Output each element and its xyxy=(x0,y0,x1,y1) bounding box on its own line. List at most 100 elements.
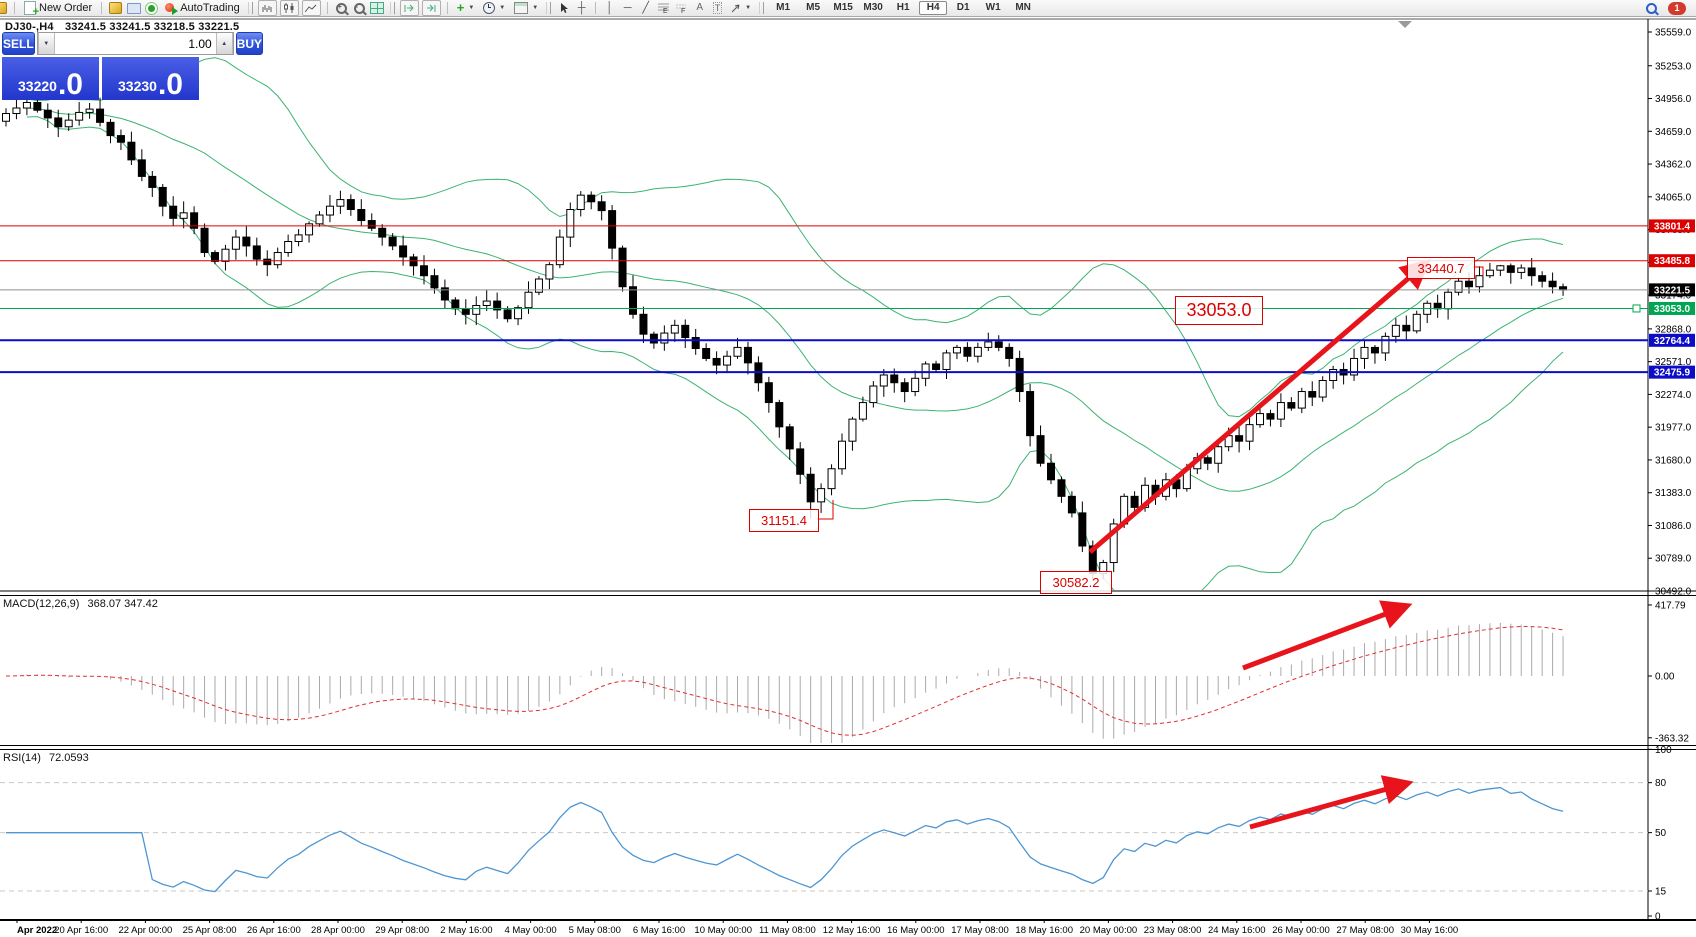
zoom-in-icon[interactable]: + xyxy=(334,1,349,15)
deposit-icon[interactable] xyxy=(108,1,123,15)
rsi-name: RSI(14) xyxy=(3,752,41,764)
svg-text:25 Apr 08:00: 25 Apr 08:00 xyxy=(183,925,237,936)
svg-text:33053.0: 33053.0 xyxy=(1654,304,1691,315)
chart-shift-icon[interactable] xyxy=(421,0,441,16)
svg-text:6 May 16:00: 6 May 16:00 xyxy=(633,925,685,936)
tile-windows-icon[interactable] xyxy=(370,1,385,15)
timeframe-button-D1[interactable]: D1 xyxy=(956,2,970,13)
new-order-button[interactable]: + New Order xyxy=(21,1,95,18)
svg-text:23 May 08:00: 23 May 08:00 xyxy=(1144,925,1202,936)
svg-text:15: 15 xyxy=(1655,886,1667,897)
svg-text:26 May 00:00: 26 May 00:00 xyxy=(1272,925,1330,936)
price-annotation-33053[interactable]: 33053.0 xyxy=(1175,296,1263,325)
timeframe-button-M30[interactable]: M30 xyxy=(863,2,883,13)
svg-text:30789.0: 30789.0 xyxy=(1655,554,1692,565)
svg-text:100: 100 xyxy=(1655,745,1672,756)
svg-text:11 May 08:00: 11 May 08:00 xyxy=(759,925,816,936)
timeframe-button-H4[interactable]: H4 xyxy=(919,1,948,15)
svg-text:30492.0: 30492.0 xyxy=(1655,587,1692,598)
trendline-icon[interactable]: ╱ xyxy=(642,2,649,14)
toolbar-grip xyxy=(247,2,253,14)
text-label-icon[interactable]: T xyxy=(712,2,723,14)
macd-label: MACD(12,26,9) 368.07 347.42 xyxy=(3,598,158,610)
svg-text:32571.0: 32571.0 xyxy=(1655,357,1692,368)
timeframe-button-MN[interactable]: MN xyxy=(1015,2,1031,13)
price-annotation-33440[interactable]: 33440.7 xyxy=(1407,257,1475,279)
price-annotation-31151[interactable]: 31151.4 xyxy=(749,509,819,532)
macd-values: 368.07 347.42 xyxy=(87,598,158,610)
price-annotation-30582[interactable]: 30582.2 xyxy=(1040,571,1112,594)
svg-text:16 May 00:00: 16 May 00:00 xyxy=(887,925,945,936)
arrows-tool-button[interactable]: ▼ xyxy=(728,1,754,16)
autotrading-button[interactable]: AutoTrading xyxy=(162,1,243,16)
svg-text:33221.5: 33221.5 xyxy=(1654,285,1691,296)
templates-button[interactable]: ▼ xyxy=(511,1,541,16)
toolbar-separator xyxy=(595,2,597,14)
svg-text:34362.0: 34362.0 xyxy=(1655,160,1692,171)
volume-increase-button[interactable]: ▲ xyxy=(215,33,233,54)
search-icon[interactable] xyxy=(1644,1,1659,15)
svg-text:34659.0: 34659.0 xyxy=(1655,127,1692,138)
annotation-text: 30582.2 xyxy=(1052,575,1100,590)
fibonacci-icon[interactable]: E xyxy=(656,1,671,15)
svg-text:0.00: 0.00 xyxy=(1655,672,1675,683)
signals-icon[interactable] xyxy=(144,1,159,15)
symbol-period: DJ30-,H4 xyxy=(5,21,54,33)
vertical-line-icon[interactable]: │ xyxy=(606,2,614,14)
svg-text:34956.0: 34956.0 xyxy=(1655,94,1692,105)
timeframe-button-W1[interactable]: W1 xyxy=(985,2,1001,13)
svg-text:0: 0 xyxy=(1655,912,1661,923)
annotation-text: 31151.4 xyxy=(760,513,808,528)
crosshair-icon[interactable]: ┼ xyxy=(577,2,586,14)
timeframe-button-M1[interactable]: M1 xyxy=(776,2,791,13)
svg-text:35559.0: 35559.0 xyxy=(1655,28,1692,39)
svg-text:5 May 08:00: 5 May 08:00 xyxy=(569,925,621,936)
timeframe-button-M5[interactable]: M5 xyxy=(806,2,821,13)
horizontal-line-icon[interactable]: ─ xyxy=(623,2,632,14)
line-chart-icon[interactable] xyxy=(301,0,321,16)
zoom-out-icon[interactable]: - xyxy=(352,1,367,15)
rsi-value: 72.0593 xyxy=(48,752,89,764)
annotation-text: 33440.7 xyxy=(1417,260,1465,276)
toolbar-separator xyxy=(101,2,103,14)
svg-text:-363.32: -363.32 xyxy=(1655,733,1689,744)
svg-text:30 May 16:00: 30 May 16:00 xyxy=(1401,925,1459,936)
volume-input[interactable] xyxy=(54,33,216,54)
timeframe-button-M15[interactable]: M15 xyxy=(833,2,853,13)
buy-button[interactable]: BUY xyxy=(235,32,264,55)
toolbar: + New Order AutoTrading + - + ▼ ▼ ▼ ┼ │ ─… xyxy=(0,0,1696,18)
cursor-icon[interactable] xyxy=(556,1,571,15)
volume-stepper: ▼ ▲ xyxy=(36,32,234,55)
autotrading-icon xyxy=(165,2,179,15)
toolbar-grip xyxy=(389,2,395,14)
clipped-toolbar-icon[interactable] xyxy=(0,1,8,15)
svg-text:24 May 16:00: 24 May 16:00 xyxy=(1208,925,1266,936)
svg-text:F: F xyxy=(681,8,685,14)
volume-decrease-button[interactable]: ▼ xyxy=(37,33,55,54)
indicators-button[interactable]: + ▼ xyxy=(456,0,475,15)
toolbar-grip xyxy=(546,2,552,14)
bid-price[interactable]: 33220 .0 xyxy=(2,57,99,100)
candlestick-chart-icon[interactable] xyxy=(279,0,299,16)
svg-text:32475.9: 32475.9 xyxy=(1654,368,1691,379)
svg-text:27 May 08:00: 27 May 08:00 xyxy=(1336,925,1394,936)
timeframe-button-H1[interactable]: H1 xyxy=(896,2,910,13)
fibonacci-fan-icon[interactable]: F xyxy=(674,1,689,15)
symbol-quote-bar: DJ30-,H4 33241.5 33241.5 33218.5 33221.5 xyxy=(5,21,239,33)
sell-button[interactable]: SELL xyxy=(2,32,35,55)
community-icon[interactable] xyxy=(126,1,141,15)
text-icon[interactable]: A xyxy=(696,2,703,13)
svg-text:20 Apr 16:00: 20 Apr 16:00 xyxy=(54,925,108,936)
svg-text:31977.0: 31977.0 xyxy=(1655,423,1692,434)
notification-icon[interactable]: 1 xyxy=(1668,1,1686,15)
ask-price[interactable]: 33230 .0 xyxy=(102,57,199,100)
svg-text:31680.0: 31680.0 xyxy=(1655,455,1692,466)
periods-icon xyxy=(483,2,496,14)
toolbar-grip xyxy=(759,2,765,14)
bar-chart-icon[interactable] xyxy=(257,0,277,16)
auto-scroll-icon[interactable] xyxy=(399,0,419,16)
periods-button[interactable]: ▼ xyxy=(480,1,508,16)
toolbar-separator xyxy=(446,2,448,14)
svg-text:18 May 16:00: 18 May 16:00 xyxy=(1015,925,1073,936)
